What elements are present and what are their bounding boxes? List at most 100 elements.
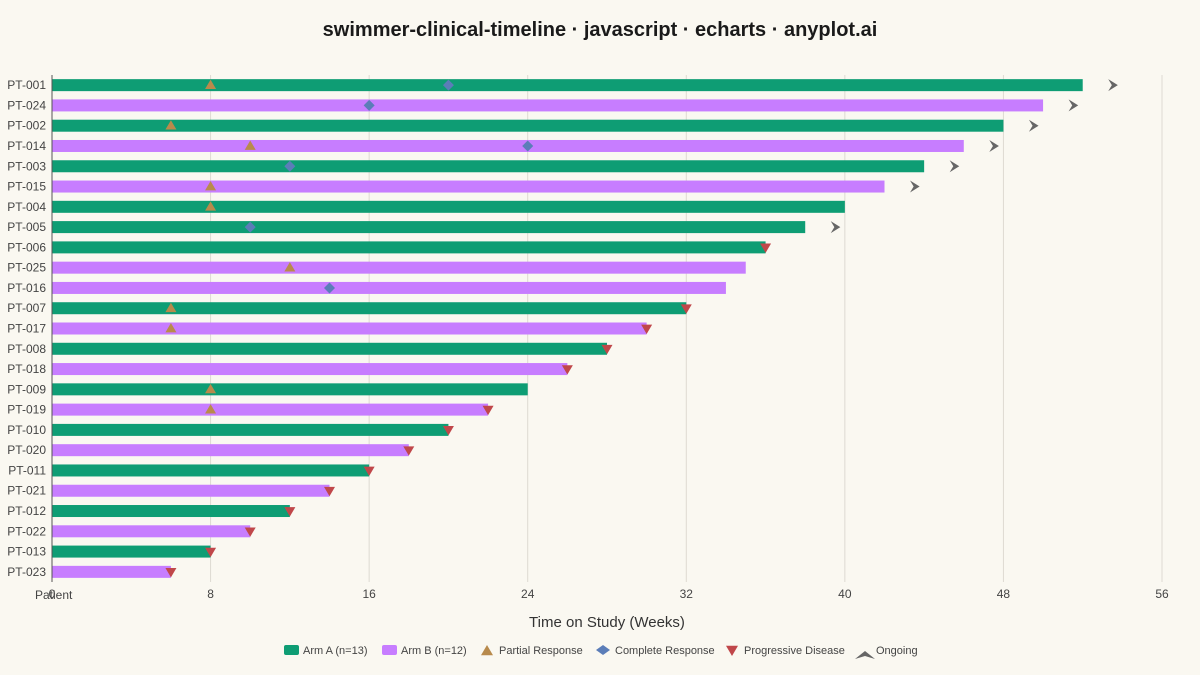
progressive-disease-marker[interactable] bbox=[641, 324, 653, 334]
y-tick-label: PT-018 bbox=[7, 362, 46, 376]
partial-response-marker[interactable] bbox=[284, 262, 296, 272]
y-tick-label: PT-010 bbox=[7, 423, 46, 437]
bar-pt-025[interactable] bbox=[52, 261, 746, 274]
bar-pt-024[interactable] bbox=[52, 99, 1044, 112]
partial-response-marker[interactable] bbox=[205, 383, 217, 394]
y-tick-label: PT-009 bbox=[7, 382, 46, 396]
partial-response-marker[interactable] bbox=[244, 140, 256, 150]
progressive-disease-marker[interactable] bbox=[442, 426, 454, 436]
complete-response-marker[interactable] bbox=[284, 160, 296, 172]
partial-response-marker[interactable] bbox=[205, 404, 217, 414]
progressive-disease-marker[interactable] bbox=[363, 466, 375, 476]
bar-pt-001[interactable] bbox=[52, 79, 1083, 92]
progressive-disease-marker[interactable] bbox=[680, 304, 692, 314]
bar-pt-006[interactable] bbox=[52, 241, 766, 254]
progressive-disease-marker[interactable] bbox=[284, 507, 296, 517]
y-tick-label: PT-006 bbox=[7, 240, 46, 254]
bar-pt-003[interactable] bbox=[52, 160, 925, 173]
legend-item-partial-response[interactable]: Partial Response bbox=[481, 645, 583, 657]
ongoing-arrow[interactable] bbox=[989, 139, 999, 152]
bar-pt-014[interactable] bbox=[52, 139, 964, 152]
bar-pt-011[interactable] bbox=[52, 464, 370, 477]
bar-pt-017[interactable] bbox=[52, 322, 647, 335]
complete-response-marker[interactable] bbox=[244, 221, 256, 233]
y-tick-label: PT-023 bbox=[7, 565, 46, 579]
ongoing-arrow[interactable] bbox=[910, 180, 920, 193]
legend-item-progressive-disease[interactable]: Progressive Disease bbox=[726, 645, 845, 657]
progressive-disease-marker[interactable] bbox=[482, 405, 494, 416]
x-tick-label: 32 bbox=[680, 587, 694, 601]
legend-label: Ongoing bbox=[876, 645, 918, 657]
y-tick-label: PT-016 bbox=[7, 281, 46, 295]
bar-pt-010[interactable] bbox=[52, 423, 449, 436]
bar-pt-012[interactable] bbox=[52, 505, 290, 518]
bar-pt-009[interactable] bbox=[52, 383, 528, 396]
chart-title: swimmer-clinical-timeline · javascript ·… bbox=[323, 19, 878, 41]
legend-label: Partial Response bbox=[499, 645, 583, 657]
markers bbox=[165, 79, 1118, 578]
legend[interactable]: Arm A (n=13) Arm B (n=12) Partial Response… bbox=[284, 645, 918, 659]
ongoing-arrow[interactable] bbox=[1028, 119, 1039, 132]
partial-response-marker[interactable] bbox=[165, 120, 177, 130]
y-tick-label: PT-017 bbox=[7, 322, 46, 336]
y-tick-label: PT-020 bbox=[7, 443, 46, 457]
partial-response-marker[interactable] bbox=[205, 181, 217, 191]
y-tick-label: PT-012 bbox=[7, 504, 46, 518]
bar-pt-013[interactable] bbox=[52, 545, 211, 558]
progressive-disease-marker[interactable] bbox=[403, 446, 415, 456]
ongoing-arrow[interactable] bbox=[830, 221, 841, 234]
partial-response-marker[interactable] bbox=[205, 201, 217, 211]
axes: 0 8 16 24 32 40 48 56 PT-001 PT-024 PT-002 PT-014 PT… bbox=[7, 75, 1169, 601]
legend-swatch bbox=[726, 645, 738, 656]
progressive-disease-marker[interactable] bbox=[561, 365, 573, 375]
legend-item-complete-response[interactable]: Complete Response bbox=[596, 645, 715, 657]
legend-label: Progressive Disease bbox=[744, 645, 845, 657]
bar-pt-016[interactable] bbox=[52, 281, 726, 294]
bar-pt-005[interactable] bbox=[52, 221, 806, 234]
bar-pt-022[interactable] bbox=[52, 525, 251, 538]
legend-item-ongoing[interactable]: Ongoing bbox=[855, 645, 918, 659]
legend-item-arm-b[interactable]: Arm B (n=12) bbox=[382, 645, 467, 657]
progressive-disease-marker[interactable] bbox=[760, 243, 772, 253]
bar-pt-023[interactable] bbox=[52, 565, 171, 578]
complete-response-marker[interactable] bbox=[363, 99, 375, 111]
bar-pt-018[interactable] bbox=[52, 363, 568, 376]
bar-pt-021[interactable] bbox=[52, 484, 330, 497]
ongoing-arrow[interactable] bbox=[1108, 79, 1118, 92]
bar-pt-002[interactable] bbox=[52, 119, 1004, 132]
progressive-disease-marker[interactable] bbox=[244, 527, 256, 537]
progressive-disease-marker[interactable] bbox=[601, 344, 613, 355]
x-tick-label: 56 bbox=[1155, 587, 1169, 601]
legend-label: Complete Response bbox=[615, 645, 715, 657]
complete-response-marker[interactable] bbox=[324, 282, 335, 294]
y-tick-label: PT-013 bbox=[7, 545, 46, 559]
legend-item-arm-a[interactable]: Arm A (n=13) bbox=[284, 645, 368, 657]
progressive-disease-marker[interactable] bbox=[165, 568, 177, 578]
y-tick-label: PT-025 bbox=[7, 261, 46, 275]
complete-response-marker[interactable] bbox=[522, 140, 534, 152]
progressive-disease-marker[interactable] bbox=[324, 486, 335, 497]
partial-response-marker[interactable] bbox=[205, 79, 217, 89]
partial-response-marker[interactable] bbox=[165, 302, 177, 313]
legend-label: Arm A (n=13) bbox=[303, 645, 368, 657]
y-tick-label: PT-022 bbox=[7, 524, 46, 538]
legend-swatch bbox=[481, 645, 493, 656]
bar-pt-008[interactable] bbox=[52, 342, 607, 355]
bars bbox=[52, 79, 1083, 578]
legend-swatch bbox=[284, 645, 299, 655]
x-tick-label: 16 bbox=[362, 587, 376, 601]
x-tick-label: 0 bbox=[49, 587, 56, 601]
partial-response-marker[interactable] bbox=[165, 323, 177, 333]
bar-pt-007[interactable] bbox=[52, 302, 687, 315]
ongoing-arrow[interactable] bbox=[949, 160, 960, 173]
bar-pt-004[interactable] bbox=[52, 200, 845, 213]
progressive-disease-marker[interactable] bbox=[205, 547, 217, 558]
bar-pt-019[interactable] bbox=[52, 403, 489, 416]
y-tick-label: PT-007 bbox=[7, 301, 46, 315]
complete-response-marker[interactable] bbox=[442, 79, 454, 91]
ongoing-arrow[interactable] bbox=[1068, 99, 1079, 112]
y-axis-title: Patient bbox=[35, 588, 73, 602]
bar-pt-020[interactable] bbox=[52, 444, 409, 457]
bar-pt-015[interactable] bbox=[52, 180, 885, 193]
